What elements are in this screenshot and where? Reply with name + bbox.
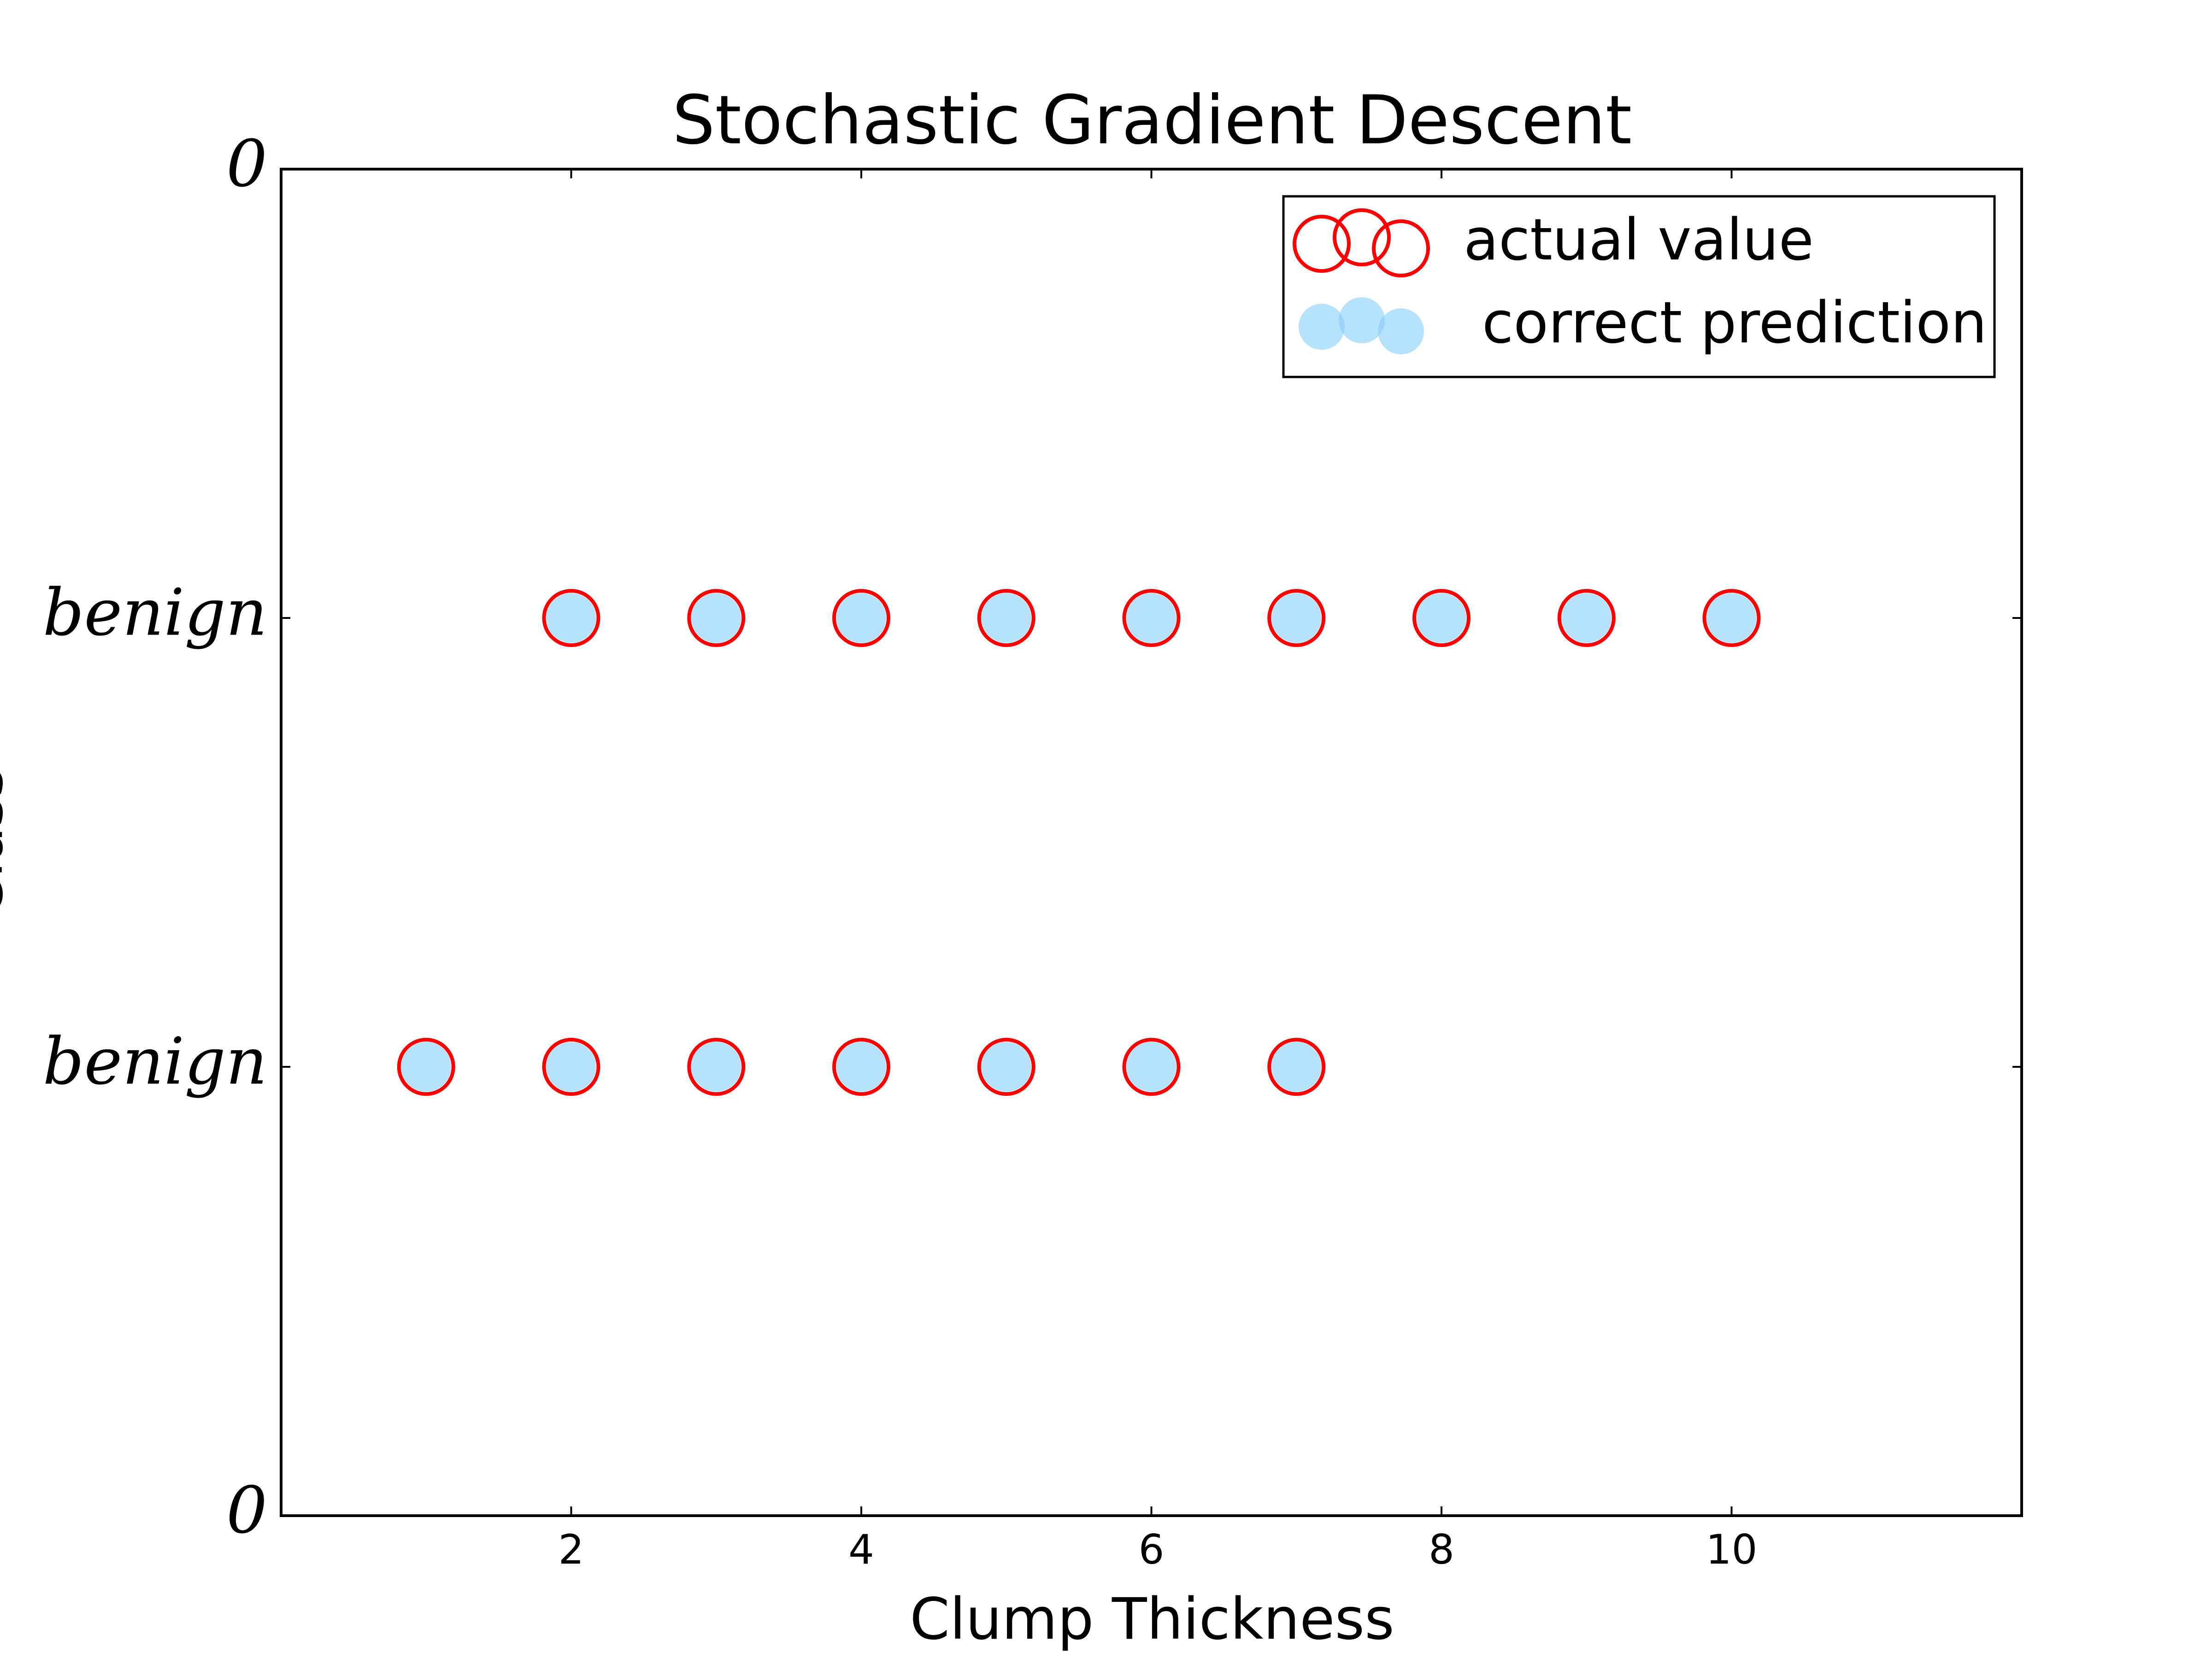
scatter-point bbox=[542, 1038, 600, 1096]
scatter-point bbox=[836, 1042, 886, 1092]
scatter-point bbox=[401, 1042, 451, 1092]
legend-marker bbox=[1372, 219, 1430, 277]
scatter-point bbox=[1271, 1042, 1322, 1092]
scatter-point bbox=[1702, 589, 1761, 647]
scatter-point bbox=[691, 593, 741, 643]
legend-label: correct prediction bbox=[1482, 290, 1987, 356]
x-tick-label: 6 bbox=[1139, 1526, 1165, 1573]
x-tick-label: 4 bbox=[848, 1526, 874, 1573]
x-axis-label: Clump Thickness bbox=[910, 1586, 1394, 1653]
scatter-point bbox=[687, 1038, 746, 1096]
legend-marker bbox=[1333, 208, 1391, 266]
x-tick-label: 2 bbox=[559, 1526, 584, 1573]
scatter-point bbox=[1417, 593, 1466, 643]
y-tick-label: benign bbox=[43, 1024, 267, 1100]
scatter-point bbox=[1122, 1038, 1181, 1096]
scatter-point bbox=[546, 593, 596, 643]
scatter-point bbox=[977, 589, 1035, 647]
scatter-point bbox=[1557, 589, 1616, 647]
y-tick-label: 0 bbox=[226, 1473, 267, 1548]
x-tick-label: 10 bbox=[1706, 1526, 1758, 1573]
scatter-point bbox=[1267, 589, 1326, 647]
legend: actual value correct prediction bbox=[1282, 195, 1996, 378]
y-axis-label: Class bbox=[0, 767, 16, 918]
scatter-point bbox=[397, 1038, 455, 1096]
scatter-point bbox=[981, 1042, 1031, 1092]
scatter-point bbox=[832, 1038, 890, 1096]
chart-title: Stochastic Gradient Descent bbox=[672, 81, 1632, 159]
scatter-point bbox=[981, 593, 1031, 643]
y-tick-label: benign bbox=[43, 576, 267, 651]
legend-label: actual value bbox=[1464, 207, 1814, 273]
legend-marker bbox=[1339, 297, 1385, 343]
scatter-point bbox=[546, 1042, 596, 1092]
legend-marker bbox=[1378, 308, 1424, 354]
y-tick-label: 0 bbox=[226, 127, 267, 202]
scatter-point bbox=[691, 1042, 741, 1092]
x-tick-label: 8 bbox=[1429, 1526, 1454, 1573]
scatter-point bbox=[1122, 589, 1181, 647]
scatter-point bbox=[1706, 593, 1757, 643]
scatter-point bbox=[1271, 593, 1322, 643]
scatter-point bbox=[687, 589, 746, 647]
scatter-point bbox=[1126, 1042, 1177, 1092]
legend-marker bbox=[1293, 215, 1351, 273]
scatter-point bbox=[1267, 1038, 1326, 1096]
plot-frame bbox=[280, 168, 2023, 1517]
scatter-point bbox=[1412, 589, 1471, 647]
scatter-point bbox=[1561, 593, 1612, 643]
scatter-point bbox=[977, 1038, 1035, 1096]
scatter-point bbox=[542, 589, 600, 647]
legend-marker bbox=[1299, 304, 1345, 350]
scatter-point bbox=[832, 589, 890, 647]
scatter-point bbox=[1126, 593, 1177, 643]
scatter-point bbox=[836, 593, 886, 643]
